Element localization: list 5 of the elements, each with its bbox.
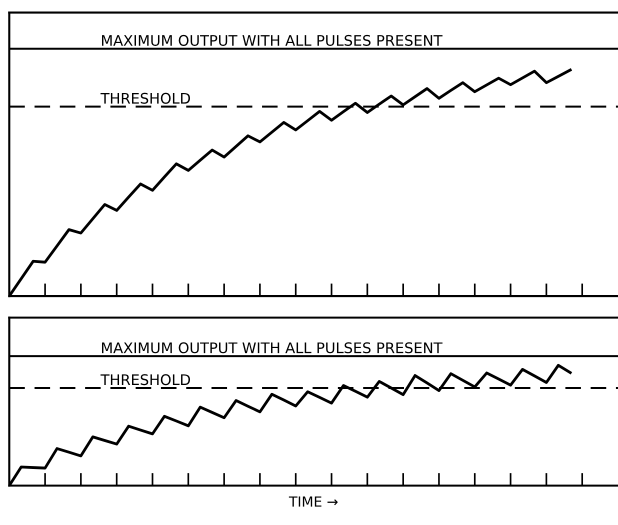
ref-line-label: THRESHOLD <box>100 374 190 386</box>
ref-line-label: MAXIMUM OUTPUT WITH ALL PULSES PRESENT <box>102 342 442 354</box>
ref-line-label: THRESHOLD <box>100 92 190 104</box>
ref-line-label: MAXIMUM OUTPUT WITH ALL PULSES PRESENT <box>102 34 442 46</box>
x-axis-title: TIME → <box>288 496 338 507</box>
